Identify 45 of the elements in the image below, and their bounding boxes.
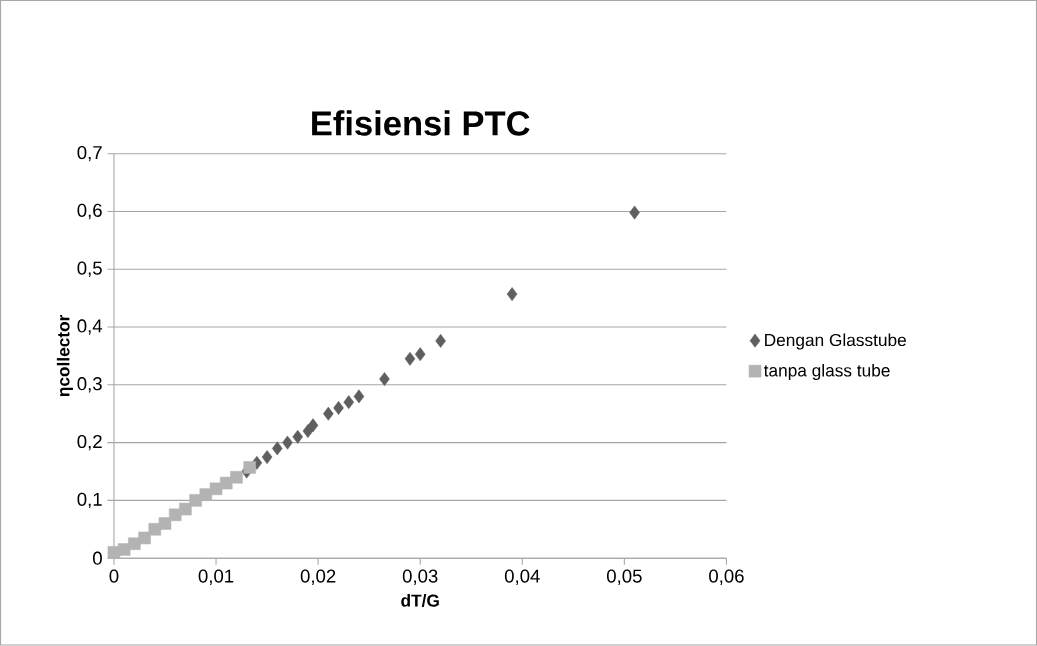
x-tick-label: 0,05 xyxy=(606,569,642,586)
x-tick-label: 0,02 xyxy=(300,569,336,586)
x-tick-label: 0,04 xyxy=(504,569,540,586)
y-tick-label: 0,6 xyxy=(77,203,102,220)
point xyxy=(333,401,344,415)
point xyxy=(220,476,233,490)
y-tick-label: 0,3 xyxy=(77,377,102,393)
y-tick-label: 0 xyxy=(93,551,102,565)
point xyxy=(343,395,354,410)
x-tick-label: 0 xyxy=(109,569,119,583)
point xyxy=(307,418,319,433)
point xyxy=(404,352,416,366)
point xyxy=(506,287,518,302)
y-axis-title: ηcollector xyxy=(56,315,73,397)
legend-label: tanpa glass tube xyxy=(763,364,890,381)
point xyxy=(629,205,640,220)
point xyxy=(168,508,182,522)
point xyxy=(128,537,141,551)
point xyxy=(158,517,172,530)
y-tick-label: 0,7 xyxy=(77,146,102,162)
point xyxy=(282,435,293,450)
x-axis-title: dT/G xyxy=(401,594,439,608)
y-tick-label: 0,2 xyxy=(77,435,102,451)
y-tick-label: 0,4 xyxy=(77,319,103,335)
chart-title: Efisiensi PTC xyxy=(312,110,530,136)
point xyxy=(243,461,256,474)
point xyxy=(230,471,243,484)
point xyxy=(292,430,303,444)
point xyxy=(353,389,365,404)
point xyxy=(138,531,151,545)
legend-label: Dengan Glasstube xyxy=(765,333,906,350)
point xyxy=(414,347,426,362)
point xyxy=(261,450,273,465)
x-tick-label: 0,03 xyxy=(402,569,438,586)
y-tick-label: 0,5 xyxy=(77,261,102,278)
point xyxy=(117,543,131,556)
point xyxy=(209,482,223,496)
x-tick-label: 0,01 xyxy=(198,569,234,586)
x-tick-label: 0,06 xyxy=(709,569,744,586)
point xyxy=(435,334,446,348)
point xyxy=(272,441,283,456)
point xyxy=(323,406,334,421)
y-tick-label: 0,1 xyxy=(77,492,102,509)
point xyxy=(379,372,390,387)
point xyxy=(179,502,192,516)
